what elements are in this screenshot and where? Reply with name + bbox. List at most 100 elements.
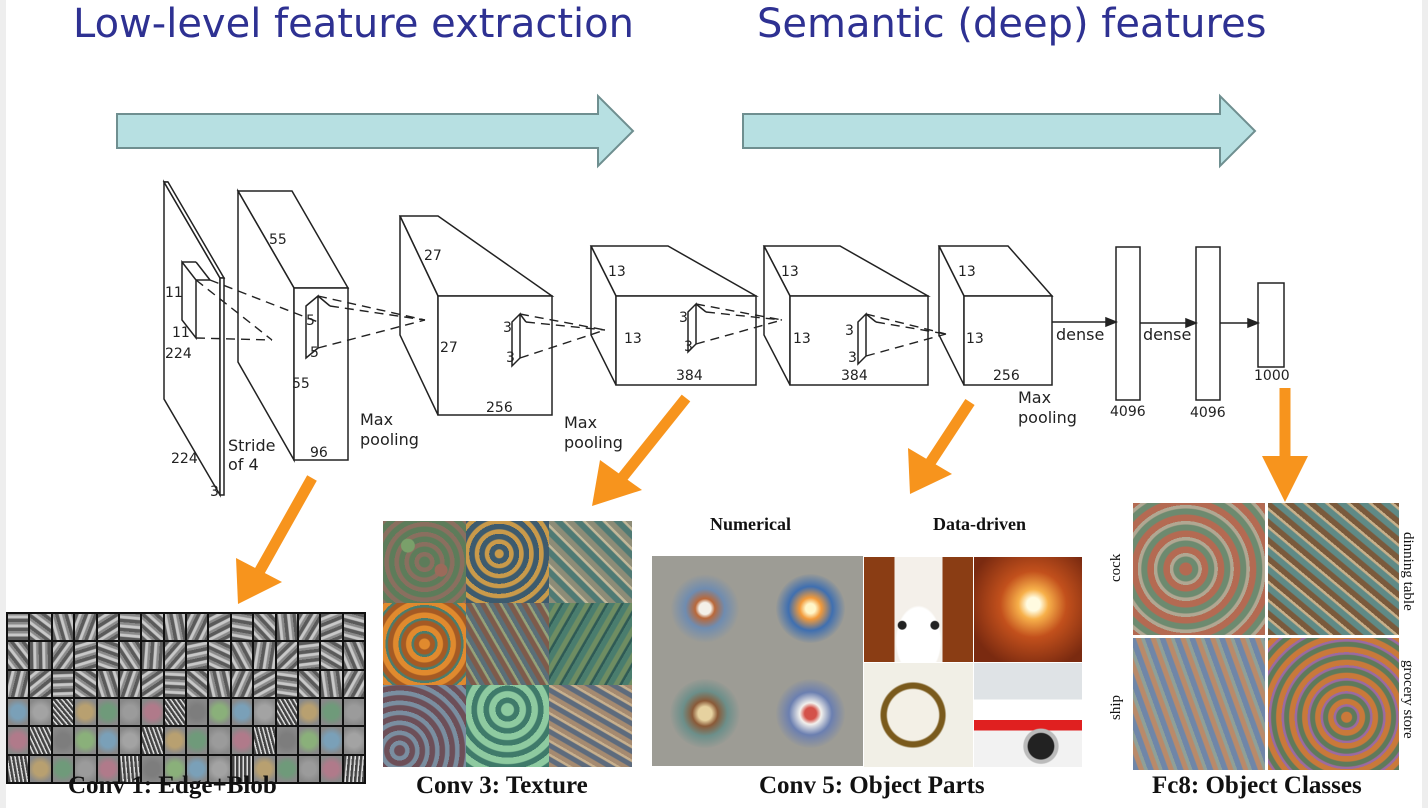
filter-cell [97,614,118,641]
filter-cell [142,727,163,754]
conv2-kernel-h-label: 3 [503,320,512,336]
filter-cell [75,642,96,669]
conv2-top-label: 27 [424,248,442,264]
filter-cell [97,642,118,669]
filter-cell [209,642,230,669]
class-visualization [1133,638,1265,770]
filter-cell [321,642,342,669]
filter-cell [164,670,185,697]
conv5-numerical-title: Numerical [710,514,791,534]
visualization-blob [670,574,740,643]
filter-cell [8,755,29,782]
filter-cell [97,727,118,754]
texture-tile [549,685,632,767]
fc8-label-dinning-table: dinning table [1400,532,1416,611]
filter-cell [75,670,96,697]
conv1-caption: Conv 1: Edge+Blob [68,772,277,799]
filter-cell [142,699,163,726]
filter-cell [254,727,275,754]
conv1-depth-label: 96 [310,445,328,461]
conv5-datadriven-panel [864,557,1082,767]
visualization-blob [775,679,845,748]
filter-cell [164,727,185,754]
filter-cell [8,727,29,754]
filter-cell [321,755,342,782]
conv5-side-label: 13 [966,331,984,347]
banner-arrow-right [742,93,1257,169]
conv3-side-label: 13 [624,331,642,347]
filter-cell [119,755,141,782]
heading-low-level: Low-level feature extraction [73,1,634,47]
lamp-photo [973,557,1082,662]
filter-cell [276,670,297,697]
conv1-filter-grid [6,612,366,784]
conv3-texture-grid [383,521,632,767]
filter-cell [209,727,230,754]
filter-cell [209,699,230,726]
conv2-side-label: 27 [440,340,458,356]
filter-cell [142,755,163,782]
filter-cell [231,670,253,697]
filter-cell [343,670,364,697]
filter-cell [97,699,118,726]
conv4-side-label: 13 [793,331,811,347]
filter-cell [8,699,29,726]
filter-cell [164,642,185,669]
input-depth-label: 3 [210,484,219,500]
filter-cell [321,699,342,726]
filter-cell [231,614,253,641]
filter-cell [52,670,74,697]
conv3-kernel-h-label: 3 [679,310,688,326]
filter-cell [30,699,51,726]
filter-cell [119,727,141,754]
conv3-top-label: 13 [608,264,626,280]
filter-cell [187,755,208,782]
car-photo [973,662,1082,767]
visualization-blob [775,574,845,643]
input-kernel-w-label: 11 [172,325,190,341]
dog-photo [864,557,973,662]
output-box [1257,282,1285,368]
dense2-label: dense [1143,325,1191,344]
conv3-kernel-w-label: 3 [684,339,693,355]
conv4-top-label: 13 [781,264,799,280]
texture-tile [466,521,549,603]
filter-cell [52,699,74,726]
conv3-caption: Conv 3: Texture [416,772,588,799]
filter-cell [97,670,118,697]
clock-photo [864,662,973,767]
filter-cell [298,727,320,754]
filter-cell [276,727,297,754]
filter-cell [298,614,320,641]
filter-cell [298,699,320,726]
conv5-caption: Conv 5: Object Parts [759,772,985,799]
conv5-datadriven-title: Data-driven [933,514,1026,534]
filter-cell [119,614,141,641]
filter-cell [321,727,342,754]
conv1-pool-line2: pooling [360,430,419,449]
filter-cell [343,755,364,782]
filter-cell [231,699,253,726]
dense1-size-label: 4096 [1110,404,1146,420]
filter-cell [142,614,163,641]
input-width-label: 224 [171,451,198,467]
filter-cell [75,699,96,726]
filter-cell [97,755,118,782]
conv3-depth-label: 384 [676,368,703,384]
filter-cell [298,755,320,782]
filter-cell [298,642,320,669]
filter-cell [254,670,275,697]
conv1-pool-line1: Max [360,410,393,429]
filter-cell [254,755,275,782]
fc8-label-grocery-store: grocery store [1400,660,1416,739]
filter-cell [30,670,51,697]
filter-cell [209,670,230,697]
filter-cell [254,642,275,669]
filter-cell [298,670,320,697]
filter-cell [209,755,230,782]
conv2-pool-line2: pooling [564,433,623,452]
filter-cell [164,699,185,726]
fc8-caption: Fc8: Object Classes [1152,772,1362,799]
texture-tile [466,685,549,767]
